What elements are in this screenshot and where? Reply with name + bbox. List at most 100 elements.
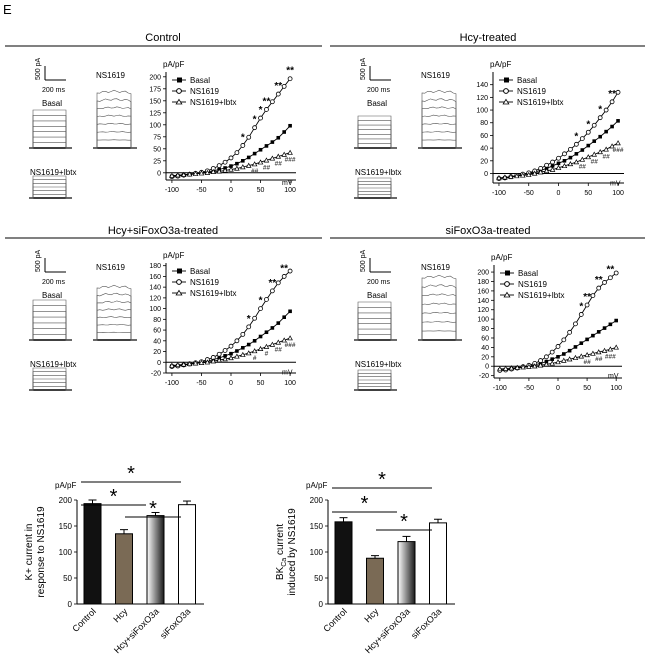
current-trace bbox=[418, 106, 462, 149]
data-point bbox=[526, 363, 532, 369]
current-trace bbox=[29, 179, 72, 199]
legend-marker bbox=[175, 289, 183, 296]
significance-star: ** bbox=[583, 292, 591, 303]
data-point bbox=[549, 349, 555, 355]
significance-bracket: * bbox=[376, 511, 432, 533]
data-point bbox=[252, 339, 257, 343]
significance-star: * bbox=[247, 314, 251, 325]
legend-marker bbox=[504, 77, 509, 83]
category-label: Control bbox=[321, 606, 349, 634]
data-point bbox=[281, 84, 287, 89]
data-point bbox=[562, 159, 567, 163]
data-point bbox=[246, 324, 252, 330]
data-point bbox=[543, 168, 550, 174]
x-tick-label: 50 bbox=[257, 187, 265, 194]
y-tick-label: 150 bbox=[310, 522, 324, 531]
data-point bbox=[282, 315, 286, 319]
data-point bbox=[514, 364, 521, 370]
panel-title: Hcy+siFoxO3a-treated bbox=[108, 225, 218, 237]
series-ns1619-ibtx bbox=[169, 149, 293, 178]
y-unit-label: pA/pF bbox=[491, 253, 512, 262]
data-point bbox=[531, 363, 538, 369]
data-point bbox=[609, 99, 615, 105]
x-tick-label: 100 bbox=[610, 385, 622, 392]
legend-marker bbox=[503, 291, 511, 298]
current-trace bbox=[354, 307, 397, 341]
x-unit-label: mV bbox=[282, 180, 293, 187]
data-point bbox=[562, 352, 566, 356]
current-trace bbox=[29, 115, 72, 149]
y-tick-label: 40 bbox=[153, 338, 161, 345]
data-point bbox=[573, 141, 579, 147]
current-trace bbox=[93, 139, 137, 149]
data-point bbox=[240, 331, 246, 337]
data-point bbox=[234, 150, 240, 156]
iv-axes: pA/pF mV 0 20 40 60 80 100 120 140 -100 -50 0 50 100 bbox=[476, 60, 624, 197]
legend-label: NS1619 bbox=[190, 278, 219, 287]
data-point bbox=[598, 134, 602, 139]
data-point bbox=[257, 159, 264, 165]
legend-entry: NS1619 bbox=[172, 87, 219, 96]
current-trace bbox=[418, 302, 462, 341]
y-tick-label: 0 bbox=[157, 170, 161, 177]
data-point bbox=[555, 164, 562, 170]
y-tick-label: 20 bbox=[153, 349, 161, 356]
data-point bbox=[263, 343, 270, 349]
bar-chart: 0 50 100 150 200 pA/pF K+ current inresponse t… bbox=[24, 463, 204, 655]
data-point bbox=[603, 146, 609, 152]
data-point bbox=[603, 107, 609, 113]
x-tick-label: 50 bbox=[583, 385, 591, 392]
y-tick-label: 50 bbox=[63, 574, 72, 583]
x-unit-label: mV bbox=[608, 373, 619, 380]
y-tick-label: 40 bbox=[480, 146, 488, 153]
x-tick-label: 50 bbox=[257, 380, 265, 387]
data-point bbox=[573, 345, 578, 349]
legend-entry: NS1619+Ibtx bbox=[500, 291, 564, 300]
series-basal bbox=[497, 119, 620, 181]
data-point bbox=[281, 337, 287, 343]
current-trace bbox=[29, 375, 72, 391]
x-tick-label: 100 bbox=[284, 187, 296, 194]
current-trace bbox=[354, 383, 397, 391]
trace-label-ns1619: NS1619 bbox=[421, 71, 450, 80]
current-trace bbox=[29, 378, 72, 391]
panel-title: siFoxO3a-treated bbox=[446, 225, 531, 237]
y-tick-label: 120 bbox=[149, 295, 161, 302]
current-trace bbox=[93, 300, 137, 341]
data-point bbox=[573, 321, 578, 327]
y-tick-label: 60 bbox=[480, 133, 488, 140]
current-trace bbox=[29, 136, 72, 149]
legend-marker bbox=[177, 268, 182, 274]
significance-star: * bbox=[110, 486, 118, 508]
y-tick-label: 100 bbox=[149, 122, 161, 129]
current-trace bbox=[354, 115, 397, 149]
data-point bbox=[275, 280, 281, 286]
significance-star: ** bbox=[286, 66, 294, 77]
trace-label-basal: Basal bbox=[367, 291, 387, 300]
data-point bbox=[609, 143, 615, 149]
data-point bbox=[234, 165, 240, 171]
trace-label-basal: Basal bbox=[42, 291, 62, 300]
current-trace bbox=[29, 382, 72, 391]
y-tick-label: -20 bbox=[151, 371, 161, 378]
data-point bbox=[234, 353, 240, 359]
significance-bracket: * bbox=[81, 486, 146, 508]
significance-hash: ## bbox=[583, 359, 591, 366]
data-point bbox=[502, 174, 508, 180]
current-trace bbox=[29, 367, 72, 391]
y-unit-label: pA/pF bbox=[55, 481, 76, 490]
scale-bar-time-label: 200 ms bbox=[42, 87, 65, 94]
data-point bbox=[538, 358, 543, 363]
bar-control bbox=[83, 499, 102, 605]
bar-chart: 0 50 100 150 200 pA/pF BKCa currentinduced by … bbox=[275, 469, 455, 655]
data-point bbox=[269, 155, 276, 161]
data-point bbox=[222, 159, 228, 165]
data-point bbox=[601, 347, 608, 353]
current-trace bbox=[418, 293, 462, 341]
data-point bbox=[497, 366, 503, 372]
current-trace bbox=[354, 194, 397, 199]
data-point bbox=[590, 350, 596, 356]
data-point bbox=[287, 149, 293, 155]
data-point bbox=[525, 171, 532, 177]
